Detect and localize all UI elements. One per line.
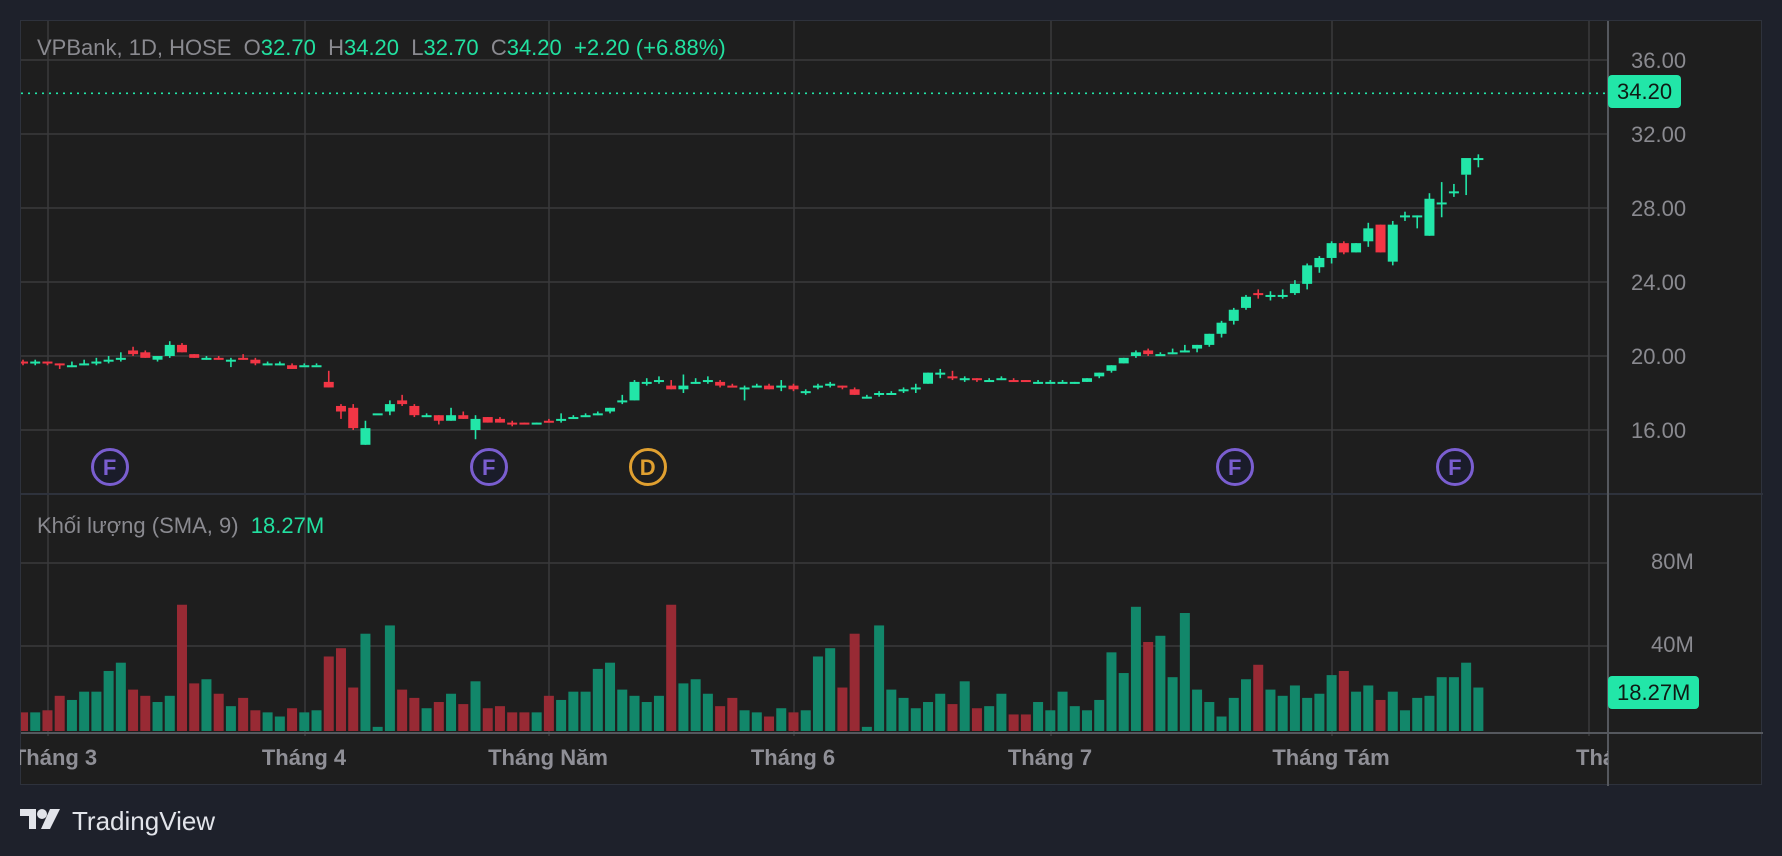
- time-axis-label: Tháng 3: [20, 745, 98, 770]
- time-axis-label: Tháng: [1576, 745, 1608, 770]
- chart-canvas[interactable]: [21, 21, 1763, 786]
- price-tick: 36.00: [1631, 48, 1687, 73]
- close-value: 34.20: [506, 35, 562, 60]
- financials-event-marker[interactable]: F: [1215, 448, 1254, 486]
- tradingview-logo-icon: [20, 809, 60, 829]
- volume-title[interactable]: Khối lượng (SMA, 9): [37, 513, 239, 538]
- volume-sma-value: 18.27M: [250, 513, 325, 538]
- time-axis-label: Tháng 7: [1007, 745, 1093, 770]
- price-tick: 28.00: [1631, 196, 1687, 221]
- tradingview-logo[interactable]: TradingView: [20, 805, 215, 837]
- time-axis[interactable]: Tháng 3 Tháng 4 Tháng Năm Tháng 6 Tháng 7 Thá…: [20, 735, 1608, 783]
- financials-event-marker[interactable]: F: [1435, 448, 1474, 486]
- low-value: 32.70: [423, 35, 479, 60]
- symbol-label[interactable]: VPBank, 1D, HOSE: [37, 35, 232, 60]
- change-value: +2.20 (+6.88%): [574, 35, 726, 60]
- high-value: 34.20: [343, 35, 400, 60]
- last-price-badge: 34.20: [1608, 75, 1682, 108]
- brand-name: TradingView: [72, 805, 216, 836]
- last-volume-badge: 18.27M: [1608, 676, 1700, 709]
- financials-event-marker[interactable]: F: [90, 448, 129, 486]
- volume-legend: Khối lượng (SMA, 9) 18.27M: [37, 513, 324, 539]
- dividend-event-marker[interactable]: D: [628, 448, 667, 486]
- time-axis-label: Tháng 4: [261, 745, 347, 770]
- time-axis-label: Tháng Tám: [1272, 745, 1390, 770]
- financials-event-marker[interactable]: F: [469, 448, 508, 486]
- volume-tick-80m: 80M: [1651, 549, 1694, 574]
- price-tick: 24.00: [1631, 270, 1687, 295]
- time-axis-label: Tháng Năm: [488, 745, 608, 770]
- price-legend: VPBank, 1D, HOSE O32.70 H34.20 L32.70 C3…: [37, 35, 726, 60]
- price-tick: 32.00: [1631, 122, 1687, 147]
- chart-panel[interactable]: VPBank, 1D, HOSE O32.70 H34.20 L32.70 C3…: [20, 20, 1763, 786]
- open-value: 32.70: [260, 35, 316, 60]
- price-tick: 16.00: [1631, 418, 1687, 443]
- price-tick: 20.00: [1631, 344, 1687, 369]
- time-axis-label: Tháng 6: [750, 745, 836, 770]
- volume-tick-40m: 40M: [1651, 632, 1694, 657]
